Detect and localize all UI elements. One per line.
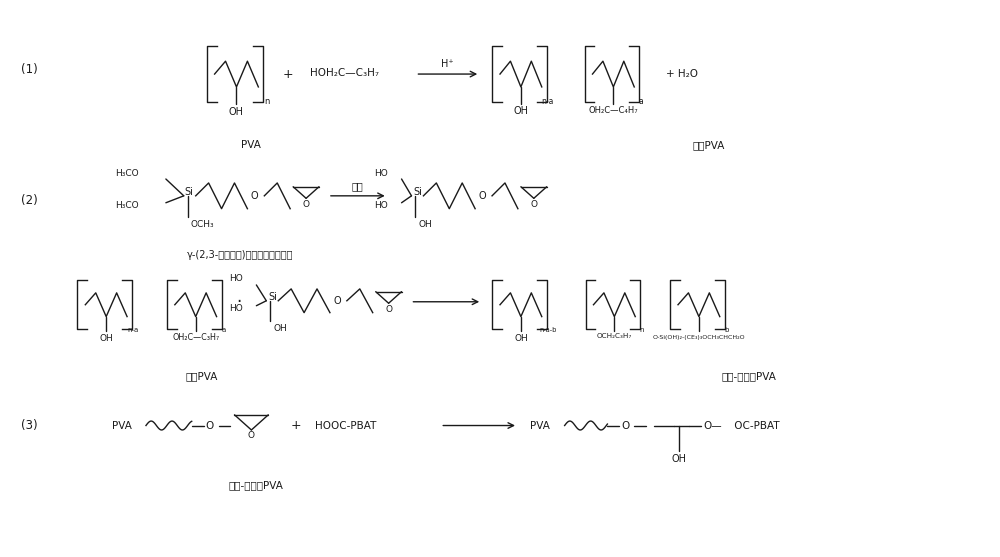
Text: OCH₂C₃H₇: OCH₂C₃H₇ xyxy=(597,334,632,339)
Text: O: O xyxy=(251,191,258,201)
Text: 水解: 水解 xyxy=(352,181,364,191)
Text: OC-PBAT: OC-PBAT xyxy=(731,421,779,431)
Text: 醚化-硅烷化PVA: 醚化-硅烷化PVA xyxy=(721,371,776,381)
Text: OH: OH xyxy=(418,220,432,229)
Text: (1): (1) xyxy=(21,62,37,76)
Text: a: a xyxy=(221,328,226,334)
Text: OH: OH xyxy=(229,107,244,116)
Text: +: + xyxy=(291,419,301,432)
Text: H⁺: H⁺ xyxy=(441,59,454,69)
Text: OH: OH xyxy=(513,106,528,116)
Text: +: + xyxy=(283,67,293,81)
Text: n-a: n-a xyxy=(542,97,554,106)
Text: HO: HO xyxy=(374,169,388,178)
Text: OH: OH xyxy=(672,454,687,464)
Text: + H₂O: + H₂O xyxy=(666,69,698,79)
Text: O: O xyxy=(248,432,255,441)
Text: H₃CO: H₃CO xyxy=(115,169,139,178)
Text: HOH₂C—C₃H₇: HOH₂C—C₃H₇ xyxy=(310,68,379,78)
Text: O: O xyxy=(385,305,392,314)
Text: HO: HO xyxy=(374,201,388,210)
Text: O—: O— xyxy=(704,421,722,431)
Text: n-a: n-a xyxy=(127,328,139,334)
Text: O: O xyxy=(530,200,537,209)
Text: (3): (3) xyxy=(21,419,37,432)
Text: O: O xyxy=(333,296,341,306)
Text: O: O xyxy=(621,421,629,431)
Text: Si: Si xyxy=(185,187,194,197)
Text: OH₂C—C₄H₇: OH₂C—C₄H₇ xyxy=(589,106,638,115)
Text: HOOC-PBAT: HOOC-PBAT xyxy=(315,421,376,431)
Text: OH₂C—C₃H₇: OH₂C—C₃H₇ xyxy=(172,333,219,342)
Text: ·: · xyxy=(236,293,241,311)
Text: O: O xyxy=(205,421,214,431)
Text: PVA: PVA xyxy=(112,421,132,431)
Text: OH: OH xyxy=(514,334,528,343)
Text: O: O xyxy=(478,191,486,201)
Text: 醚化PVA: 醚化PVA xyxy=(693,140,725,150)
Text: γ-(2,3-环氧丙氧)丙基三甲氧基硅烷: γ-(2,3-环氧丙氧)丙基三甲氧基硅烷 xyxy=(187,250,293,260)
Text: n: n xyxy=(265,97,270,106)
Text: n-a-b: n-a-b xyxy=(539,328,556,334)
Text: PVA: PVA xyxy=(241,140,261,150)
Text: n: n xyxy=(639,328,643,334)
Text: H₃CO: H₃CO xyxy=(115,201,139,210)
Text: b: b xyxy=(725,328,729,334)
Text: OH: OH xyxy=(273,324,287,333)
Text: Si: Si xyxy=(413,187,422,197)
Text: HO: HO xyxy=(229,304,242,313)
Text: 醚化-硅烷化PVA: 醚化-硅烷化PVA xyxy=(229,480,284,490)
Text: Si: Si xyxy=(268,292,277,302)
Text: 醚化PVA: 醚化PVA xyxy=(185,371,218,381)
Text: (2): (2) xyxy=(21,194,37,207)
Text: O: O xyxy=(303,200,310,209)
Text: OCH₃: OCH₃ xyxy=(191,220,214,229)
Text: O-Si(OH)₂-(CE₃)₃OCH₃CHCH₂O: O-Si(OH)₂-(CE₃)₃OCH₃CHCH₂O xyxy=(653,335,745,340)
Text: PVA: PVA xyxy=(530,421,550,431)
Text: a: a xyxy=(639,97,644,106)
Text: HO: HO xyxy=(229,275,242,284)
Text: OH: OH xyxy=(99,334,113,343)
